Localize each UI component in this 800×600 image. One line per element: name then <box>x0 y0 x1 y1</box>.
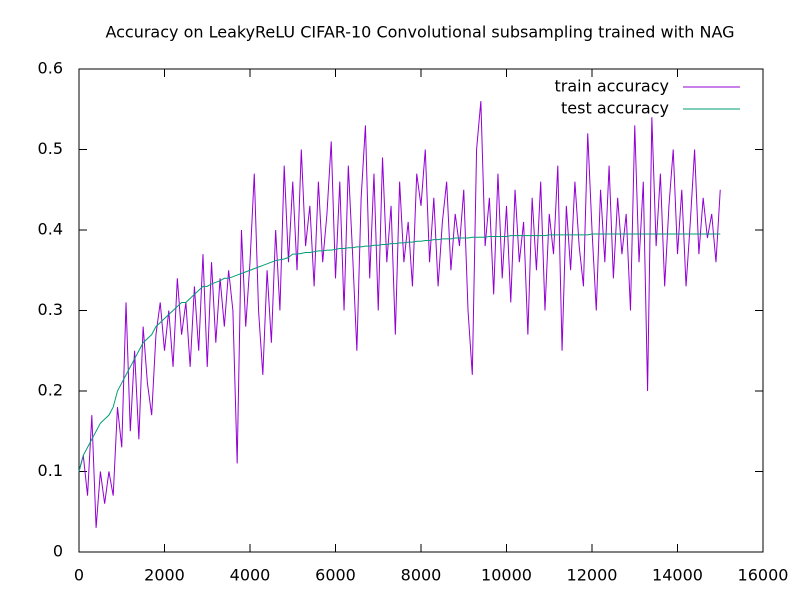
y-tick-label: 0.4 <box>38 220 63 239</box>
legend-label: test accuracy <box>561 99 669 118</box>
x-tick-label: 4000 <box>230 566 271 585</box>
y-tick-label: 0.6 <box>38 59 63 78</box>
x-tick-label: 0 <box>74 566 84 585</box>
chart-title: Accuracy on LeakyReLU CIFAR-10 Convoluti… <box>105 23 734 42</box>
x-tick-label: 8000 <box>401 566 442 585</box>
y-tick-label: 0.5 <box>38 139 63 158</box>
x-tick-label: 14000 <box>652 566 703 585</box>
y-tick-label: 0.3 <box>38 300 63 319</box>
x-tick-label: 16000 <box>738 566 789 585</box>
x-tick-label: 10000 <box>481 566 532 585</box>
x-tick-label: 2000 <box>144 566 185 585</box>
y-tick-label: 0.2 <box>38 381 63 400</box>
y-tick-label: 0 <box>53 542 63 561</box>
y-tick-label: 0.1 <box>38 461 63 480</box>
x-tick-label: 12000 <box>567 566 618 585</box>
legend-label: train accuracy <box>554 77 669 96</box>
x-tick-label: 6000 <box>315 566 356 585</box>
series-line <box>78 233 721 472</box>
